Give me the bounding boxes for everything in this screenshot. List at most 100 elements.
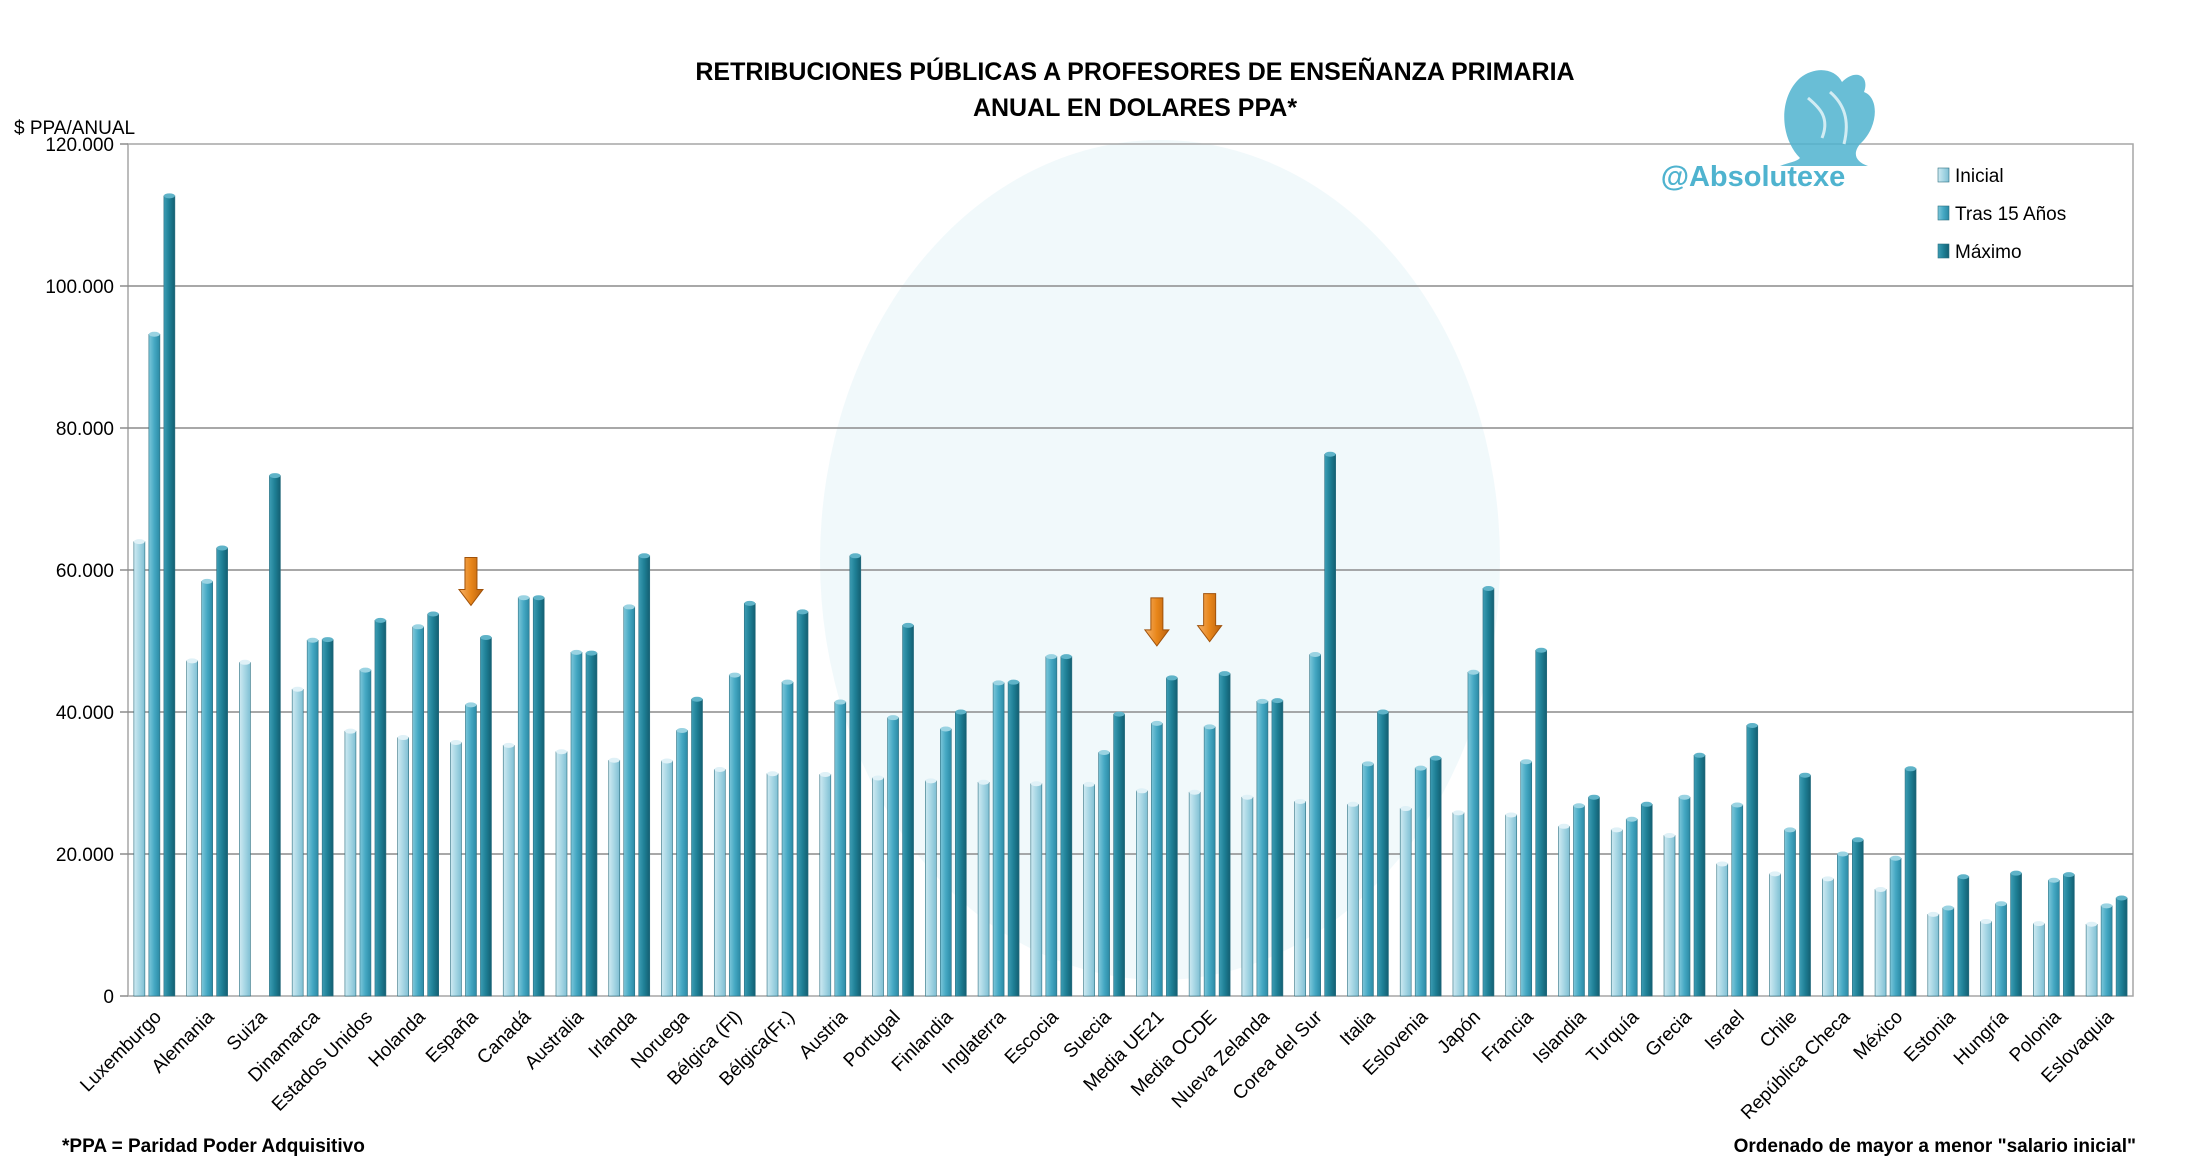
bar — [1874, 887, 1887, 997]
category-label: España — [422, 1006, 483, 1067]
bar — [676, 727, 688, 997]
bar — [1113, 711, 1125, 997]
bar — [1377, 709, 1389, 997]
bar — [1573, 803, 1585, 997]
category-label: Chile — [1756, 1007, 1801, 1052]
bar — [2085, 921, 2098, 997]
bar — [1957, 874, 1970, 997]
bar — [450, 740, 462, 997]
y-tick-labels: 0 20.000 40.000 60.000 80.000 100.000 120.000 — [45, 135, 114, 1008]
bar — [1904, 766, 1917, 997]
bar — [872, 775, 884, 997]
category-label: Turquía — [1583, 1006, 1644, 1067]
bar — [1588, 794, 1600, 997]
bar — [1535, 647, 1548, 997]
legend: Inicial Tras 15 Años Máximo — [1937, 166, 2066, 263]
bar — [517, 595, 530, 997]
bar — [2100, 903, 2113, 997]
bar — [766, 771, 779, 997]
category-label: Hungría — [1950, 1006, 2013, 1069]
bar — [1324, 451, 1336, 997]
bar — [1822, 876, 1834, 997]
footnote-right: Ordenado de mayor a menor "salario inici… — [1734, 1136, 2136, 1157]
y-tick-label: 20.000 — [56, 845, 114, 866]
bar — [638, 553, 651, 997]
bar — [796, 609, 809, 997]
bar — [1203, 724, 1216, 997]
bar — [849, 553, 862, 997]
bar — [1218, 671, 1231, 997]
y-axis-label: $ PPA/ANUAL — [14, 118, 135, 139]
griffin-logo-icon — [1780, 70, 1875, 166]
bar — [1784, 827, 1796, 997]
y-tick-label: 120.000 — [45, 135, 114, 156]
bar — [374, 617, 387, 997]
bar — [1166, 675, 1178, 997]
bar — [1482, 585, 1495, 997]
category-label: Italia — [1336, 1006, 1380, 1050]
bar — [585, 650, 598, 997]
bar — [570, 649, 583, 997]
bar — [1309, 651, 1321, 997]
bar — [1188, 789, 1201, 997]
bar — [2063, 872, 2075, 997]
category-label: Francia — [1478, 1006, 1538, 1066]
bar — [1452, 810, 1465, 997]
bar — [834, 699, 847, 997]
bar — [1347, 801, 1359, 997]
bar — [1098, 749, 1110, 997]
bar — [728, 672, 741, 997]
category-label: Japón — [1434, 1007, 1485, 1058]
bar — [321, 637, 334, 997]
bar — [1746, 722, 1759, 997]
bar — [2048, 877, 2060, 997]
bar — [1362, 761, 1374, 997]
bar — [1045, 654, 1058, 997]
legend-swatch — [1937, 205, 1950, 221]
bar — [1558, 823, 1570, 997]
bar — [2010, 870, 2022, 997]
bar — [781, 679, 794, 997]
bar — [1663, 833, 1676, 997]
y-tick-label: 60.000 — [56, 561, 114, 582]
bar — [1927, 911, 1940, 997]
y-tick-label: 0 — [103, 987, 114, 1008]
bar — [1942, 905, 1955, 997]
bar — [397, 735, 409, 997]
bar — [291, 686, 304, 997]
bar — [201, 578, 213, 997]
bar — [269, 473, 281, 997]
legend-label: Tras 15 Años — [1955, 204, 2066, 225]
bar — [239, 659, 251, 997]
bar — [1731, 802, 1744, 997]
legend-label: Máximo — [1955, 242, 2022, 263]
bar — [887, 715, 899, 997]
bar — [555, 749, 568, 997]
bar — [902, 622, 914, 997]
bar — [1060, 654, 1073, 997]
category-label: Luxemburgo — [76, 1007, 166, 1097]
down-arrow-icon — [1196, 593, 1223, 643]
bar — [940, 726, 952, 997]
category-label: Estonia — [1900, 1006, 1960, 1066]
chart-title-line-1: RETRIBUCIONES PÚBLICAS A PROFESORES DE E… — [695, 56, 1574, 86]
bar — [427, 611, 439, 997]
bar — [661, 758, 673, 997]
bar — [1995, 901, 2007, 997]
bar — [1852, 837, 1864, 997]
category-label: Escocia — [1001, 1006, 1063, 1068]
bar — [1136, 788, 1148, 997]
bar — [1294, 798, 1306, 997]
bar — [1007, 679, 1020, 997]
bar — [955, 709, 967, 997]
legend-swatch — [1937, 243, 1950, 259]
category-label: Suiza — [223, 1006, 272, 1055]
gridlines — [120, 143, 2133, 997]
bar — [2115, 895, 2128, 997]
bar — [412, 624, 424, 997]
bar — [1151, 720, 1163, 997]
bar — [344, 728, 357, 997]
bar — [216, 545, 228, 997]
bar — [1716, 861, 1729, 997]
